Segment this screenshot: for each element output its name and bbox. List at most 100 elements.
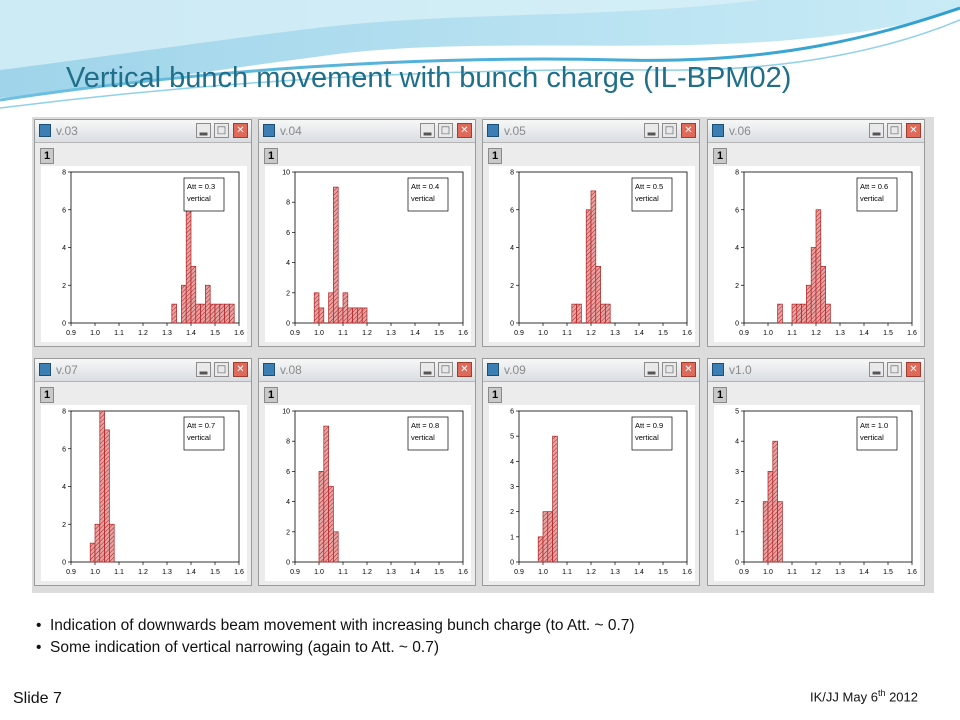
layer-indicator[interactable]: 1 bbox=[488, 148, 502, 164]
window-titlebar[interactable]: v.05 ▂ □ ✕ bbox=[483, 120, 699, 143]
y-tick-label: 0 bbox=[62, 321, 66, 328]
x-tick-label: 1.1 bbox=[787, 330, 797, 337]
histogram-chart: 0 2 4 6 8 10 0.9 1.0 1.1 1.2 1.3 1.4 1.5 1.6 Att = 0.4… bbox=[282, 170, 468, 338]
bullet-item: • Indication of downwards beam movement w… bbox=[36, 617, 635, 639]
legend-text: Att = 0.6 bbox=[860, 182, 888, 191]
legend-box bbox=[407, 177, 449, 212]
y-tick-label: 3 bbox=[735, 469, 739, 476]
x-tick-label: 1.5 bbox=[210, 569, 220, 576]
bullet-marker: • bbox=[36, 617, 42, 634]
layer-indicator[interactable]: 1 bbox=[264, 387, 278, 403]
minimize-button[interactable]: ▂ bbox=[420, 362, 435, 377]
footer-credit: IK/JJ May 6th 2012 bbox=[810, 688, 918, 704]
maximize-button[interactable]: □ bbox=[662, 362, 677, 377]
minimize-button[interactable]: ▂ bbox=[869, 123, 884, 138]
minimize-button[interactable]: ▂ bbox=[420, 123, 435, 138]
maximize-button[interactable]: □ bbox=[214, 123, 229, 138]
layer-indicator[interactable]: 1 bbox=[488, 387, 502, 403]
histogram-bar bbox=[195, 303, 201, 324]
close-button[interactable]: ✕ bbox=[233, 362, 248, 377]
legend-box bbox=[856, 177, 898, 212]
legend-text: vertical bbox=[411, 194, 435, 203]
histogram-bar bbox=[318, 471, 325, 563]
histogram-bar bbox=[94, 523, 101, 563]
y-tick-label: 0 bbox=[62, 560, 66, 567]
maximize-button[interactable]: □ bbox=[662, 123, 677, 138]
legend-box bbox=[856, 416, 898, 451]
minimize-button[interactable]: ▂ bbox=[644, 362, 659, 377]
minimize-button[interactable]: ▂ bbox=[196, 362, 211, 377]
layer-indicator[interactable]: 1 bbox=[264, 148, 278, 164]
histogram-bar bbox=[571, 303, 577, 324]
histogram-bar bbox=[791, 303, 798, 324]
window-titlebar[interactable]: v.04 ▂ □ ✕ bbox=[259, 120, 475, 143]
close-button[interactable]: ✕ bbox=[457, 123, 472, 138]
maximize-button[interactable]: □ bbox=[887, 362, 902, 377]
layer-indicator[interactable]: 1 bbox=[713, 387, 727, 403]
window-titlebar[interactable]: v1.0 ▂ □ ✕ bbox=[708, 359, 924, 382]
close-button[interactable]: ✕ bbox=[906, 362, 921, 377]
histogram-bar bbox=[328, 486, 334, 563]
y-tick-label: 4 bbox=[735, 245, 739, 252]
x-tick-label: 1.3 bbox=[162, 330, 172, 337]
maximize-button[interactable]: □ bbox=[214, 362, 229, 377]
histogram-bar bbox=[537, 536, 544, 563]
bullet-text: Some indication of vertical narrowing (a… bbox=[50, 639, 439, 656]
histogram-chart: 0 2 4 6 8 0.9 1.0 1.1 1.2 1.3 1.4 1.5 1.6 Att = 0.3 ve… bbox=[62, 170, 244, 338]
x-tick-label: 1.2 bbox=[138, 330, 148, 337]
x-tick-label: 0.9 bbox=[66, 569, 76, 576]
bullet-text: Indication of downwards beam movement wi… bbox=[50, 617, 635, 634]
layer-indicator[interactable]: 1 bbox=[713, 148, 727, 164]
window-titlebar[interactable]: v.08 ▂ □ ✕ bbox=[259, 359, 475, 382]
layer-indicator[interactable]: 1 bbox=[40, 387, 54, 403]
minimize-button[interactable]: ▂ bbox=[869, 362, 884, 377]
y-tick-label: 6 bbox=[735, 207, 739, 214]
legend-box bbox=[631, 416, 673, 451]
maximize-button[interactable]: □ bbox=[887, 123, 902, 138]
maximize-button[interactable]: □ bbox=[438, 362, 453, 377]
layer-indicator[interactable]: 1 bbox=[40, 148, 54, 164]
histogram-bar bbox=[590, 190, 597, 324]
x-tick-label: 0.9 bbox=[514, 330, 524, 337]
histogram-bar bbox=[547, 511, 553, 563]
y-tick-label: 0 bbox=[510, 321, 514, 328]
close-button[interactable]: ✕ bbox=[906, 123, 921, 138]
plot-area: 0 2 4 6 8 0.9 1.0 1.1 1.2 1.3 1.4 1.5 1.6 Att = 0.3 ve… bbox=[41, 166, 247, 342]
minimize-button[interactable]: ▂ bbox=[196, 123, 211, 138]
close-button[interactable]: ✕ bbox=[457, 362, 472, 377]
x-tick-label: 1.1 bbox=[562, 569, 572, 576]
legend-text: Att = 0.9 bbox=[635, 421, 663, 430]
x-tick-label: 1.4 bbox=[410, 330, 420, 337]
histogram-bar bbox=[762, 501, 769, 563]
y-tick-label: 8 bbox=[735, 170, 739, 177]
histogram-bar bbox=[313, 292, 320, 324]
y-tick-label: 2 bbox=[62, 283, 66, 290]
histogram-window: v.09 ▂ □ ✕ 1 0 1 2 3 4 5 6 0.9 1.0 1.1 1.2 1.3 1.4 1.5 1.6 A… bbox=[482, 358, 700, 586]
x-tick-label: 1.5 bbox=[658, 569, 668, 576]
window-titlebar[interactable]: v.09 ▂ □ ✕ bbox=[483, 359, 699, 382]
window-titlebar[interactable]: v.07 ▂ □ ✕ bbox=[35, 359, 251, 382]
histogram-bar bbox=[333, 531, 339, 563]
window-titlebar[interactable]: v.06 ▂ □ ✕ bbox=[708, 120, 924, 143]
histogram-bar bbox=[777, 303, 783, 324]
y-tick-label: 6 bbox=[62, 207, 66, 214]
y-tick-label: 6 bbox=[62, 446, 66, 453]
close-button[interactable]: ✕ bbox=[233, 123, 248, 138]
y-tick-label: 4 bbox=[510, 245, 514, 252]
histogram-bar bbox=[181, 284, 187, 324]
x-tick-label: 1.4 bbox=[186, 330, 196, 337]
y-tick-label: 4 bbox=[510, 459, 514, 466]
close-button[interactable]: ✕ bbox=[681, 362, 696, 377]
histogram-window: v.06 ▂ □ ✕ 1 0 2 4 6 8 0.9 1.0 1.1 1.2 1.3 1.4 1.5 1.6 Att… bbox=[707, 119, 925, 347]
x-tick-label: 1.3 bbox=[835, 330, 845, 337]
maximize-button[interactable]: □ bbox=[438, 123, 453, 138]
minimize-button[interactable]: ▂ bbox=[644, 123, 659, 138]
histogram-window: v.05 ▂ □ ✕ 1 0 2 4 6 8 0.9 1.0 1.1 1.2 1.3 1.4 1.5 1.6 Att… bbox=[482, 119, 700, 347]
window-titlebar[interactable]: v.03 ▂ □ ✕ bbox=[35, 120, 251, 143]
y-tick-label: 6 bbox=[510, 409, 514, 416]
legend-text: vertical bbox=[635, 194, 659, 203]
x-tick-label: 0.9 bbox=[514, 569, 524, 576]
close-button[interactable]: ✕ bbox=[681, 123, 696, 138]
histogram-bar bbox=[318, 307, 325, 324]
background-waves bbox=[0, 0, 960, 109]
